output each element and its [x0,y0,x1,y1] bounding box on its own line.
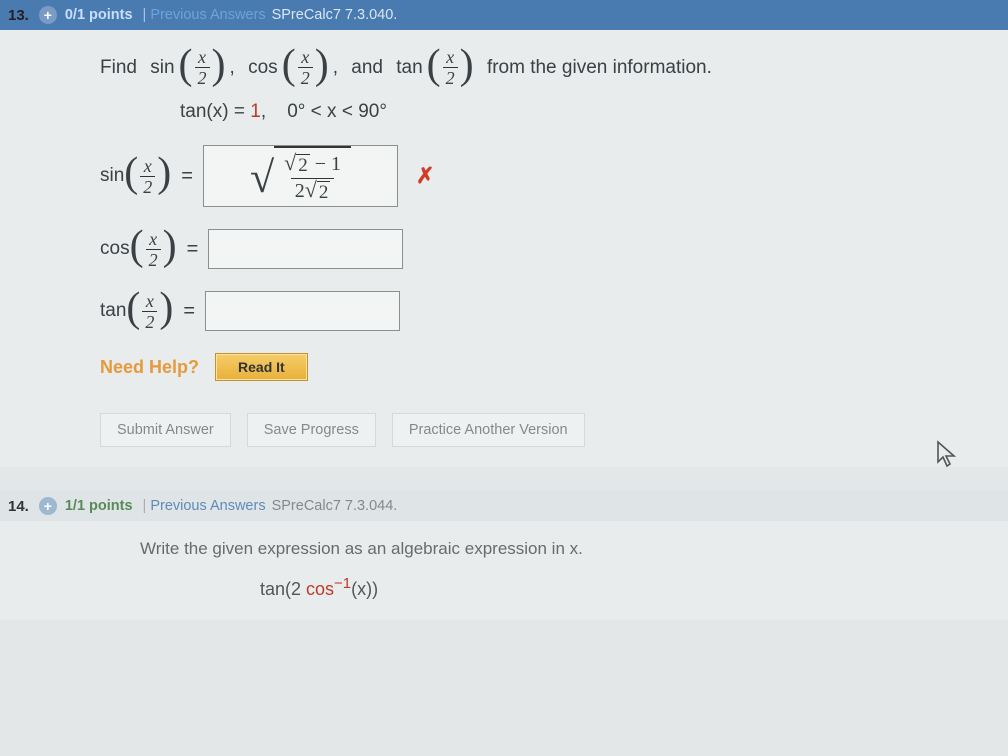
sin-answer-row: sin ( x2 ) = √ √2 − 1 2√2 [100,145,988,207]
points-badge: 1/1 points [65,498,133,514]
prompt-find: Find [100,57,137,79]
cos-answer-row: cos ( x2 ) = [100,229,988,269]
submit-answer-button[interactable]: Submit Answer [100,413,231,447]
sin-label: sin [100,165,124,187]
tan-arg: ( x2 ) [427,48,474,87]
cursor-icon [936,440,958,475]
expand-icon[interactable]: + [39,497,57,515]
comma2: , [333,57,338,79]
cos-label: cos [100,238,130,260]
assignment-id: SPreCalc7 7.3.044. [272,498,398,514]
sin-arg: ( x2 ) [179,48,226,87]
prompt-line: Find sin ( x2 ) , cos ( x2 ) , and tan (… [100,48,988,87]
tan-label: tan [100,300,126,322]
prompt-cos: cos [248,57,278,79]
previous-answers-link[interactable]: Previous Answers [150,498,265,514]
question-14-header: 14. + 1/1 points | Previous Answers SPre… [0,491,1008,521]
previous-answers-link[interactable]: Previous Answers [150,7,265,23]
cos-arg: ( x2 ) [282,48,329,87]
need-help-label: Need Help? [100,357,199,378]
assignment-id: SPreCalc7 7.3.040. [272,7,398,23]
prompt-tan: tan [396,57,422,79]
question-13-header: 13. + 0/1 points | Previous Answers SPre… [0,0,1008,30]
save-progress-button[interactable]: Save Progress [247,413,376,447]
practice-another-button[interactable]: Practice Another Version [392,413,585,447]
q14-prompt: Write the given expression as an algebra… [140,539,988,559]
question-number: 13. [8,7,29,24]
prompt-and: and [351,57,383,79]
separator: | [143,498,147,514]
action-button-row: Submit Answer Save Progress Practice Ano… [100,413,988,447]
sin-input[interactable]: √ √2 − 1 2√2 [203,145,398,207]
prompt-tail: from the given information. [487,57,712,79]
question-number: 14. [8,498,29,515]
question-14-body: Write the given expression as an algebra… [0,521,1008,620]
wrong-icon: ✗ [416,163,434,189]
q14-expression: tan(2 cos−1(x)) [260,575,988,600]
given-line: tan(x) = 1, 0° < x < 90° [180,101,988,123]
read-it-button[interactable]: Read It [215,353,308,381]
separator: | [143,7,147,23]
expand-icon[interactable]: + [39,6,57,24]
points-badge: 0/1 points [65,7,133,23]
comma1: , [230,57,235,79]
need-help-row: Need Help? Read It [100,353,988,381]
question-13-body: Find sin ( x2 ) , cos ( x2 ) , and tan (… [0,30,1008,467]
tan-input[interactable] [205,291,400,331]
tan-answer-row: tan ( x2 ) = [100,291,988,331]
cos-input[interactable] [208,229,403,269]
prompt-sin: sin [150,57,174,79]
